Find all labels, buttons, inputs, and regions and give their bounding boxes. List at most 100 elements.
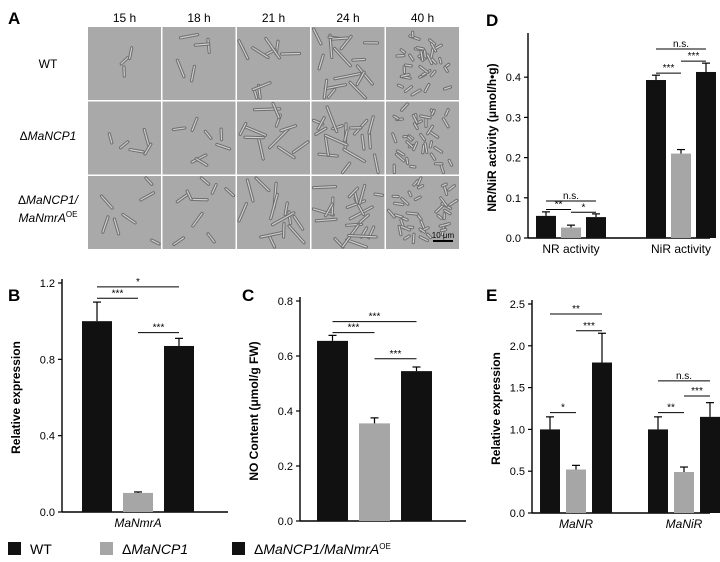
hypha-highlight [406, 212, 418, 215]
bar [696, 71, 716, 238]
significance-label: *** [153, 323, 165, 334]
hypha-highlight [172, 127, 186, 131]
y-tick-label: 0.0 [510, 508, 525, 520]
hypha-highlight [334, 73, 361, 80]
hypha-highlight [225, 188, 235, 197]
hypha-highlight [429, 131, 439, 138]
micrograph-background [162, 27, 236, 100]
x-tick-label: NR activity [542, 242, 599, 256]
legend-label: ΔMaNCP1 [122, 541, 188, 557]
hypha-highlight [408, 135, 414, 140]
hypha-highlight [252, 82, 271, 91]
hypha-highlight [268, 235, 276, 248]
hypha-highlight [387, 209, 395, 218]
hypha-highlight [312, 208, 334, 216]
micrograph-background [162, 176, 236, 249]
hypha-highlight [204, 130, 212, 139]
x-tick-label: MaNiR [666, 517, 703, 531]
y-tick-label: 0.2 [278, 461, 293, 473]
y-tick-label: 0.0 [278, 516, 293, 528]
hypha-highlight [414, 196, 421, 201]
bar [566, 469, 586, 513]
hypha-highlight [444, 209, 451, 215]
hypha-highlight [324, 203, 333, 217]
hypha-highlight [431, 109, 435, 116]
hypha-highlight [448, 185, 455, 191]
panel-label: B [8, 286, 20, 305]
hypha-highlight [128, 47, 133, 60]
hypha-highlight [324, 134, 348, 146]
hypha-highlight [417, 185, 424, 189]
hypha-highlight [194, 43, 210, 46]
time-label: 15 h [113, 11, 136, 25]
bar [674, 472, 694, 513]
hypha-highlight [401, 103, 408, 111]
bar [586, 217, 606, 238]
micrograph-tile [88, 27, 161, 100]
hypha-highlight [346, 239, 367, 248]
hypha-highlight [348, 187, 359, 198]
hypha-highlight [173, 237, 185, 246]
hypha-highlight [119, 141, 129, 149]
significance-label: *** [583, 321, 595, 332]
hypha-highlight [413, 123, 418, 130]
panel-a-micrograph-grid: A 15 h 18 h 21 h 24 h 40 h WT ΔMaNCP1 ΔMaNCP1/Ma… [8, 9, 459, 249]
hypha-highlight [419, 228, 426, 233]
legend-item: WT [8, 541, 52, 557]
hypha-highlight [108, 133, 113, 144]
hypha-highlight [145, 177, 153, 185]
hypha-highlight [411, 89, 421, 96]
hypha-highlight [359, 184, 366, 204]
hypha-highlight [424, 142, 428, 153]
hypha-highlight [260, 232, 283, 238]
hypha-highlight [394, 214, 403, 218]
micrograph-tile [386, 101, 459, 175]
hypha-highlight [326, 106, 338, 133]
legend-label: ΔMaNCP1/MaNmrAOE [254, 541, 391, 557]
panel-label-a: A [8, 9, 20, 28]
micrograph-tile [386, 27, 459, 100]
hypha-highlight [284, 202, 288, 216]
hypha-highlight [368, 116, 374, 134]
hypha-highlight [431, 58, 437, 64]
bar [646, 80, 666, 238]
micrograph-background [88, 176, 161, 249]
hypha-highlight [406, 141, 414, 148]
hypha-highlight [113, 218, 120, 235]
significance-label: n.s. [676, 371, 692, 382]
hypha-highlight [359, 214, 369, 224]
hypha-highlight [430, 153, 436, 160]
hypha-highlight [440, 165, 445, 174]
hypha-highlight [422, 144, 425, 154]
micrograph-background [88, 27, 161, 100]
bar [671, 153, 691, 238]
hypha-highlight [430, 70, 436, 77]
y-tick-label: 0.5 [510, 466, 525, 478]
hypha-highlight [420, 134, 426, 141]
bar [592, 362, 612, 513]
micrograph-background [162, 101, 236, 175]
legend-label: WT [30, 541, 52, 557]
hypha-highlight [443, 186, 448, 196]
hypha-highlight [176, 59, 185, 78]
hypha-highlight [408, 191, 412, 197]
y-tick-label: 0.4 [506, 72, 521, 84]
hypha-highlight [439, 223, 450, 227]
hypha-highlight [400, 49, 406, 53]
legend-item: ΔMaNCP1/MaNmrAOE [232, 541, 391, 557]
row-label: WT [39, 57, 58, 71]
significance-label: *** [688, 51, 700, 62]
hypha-highlight [288, 225, 305, 244]
hypha-highlight [427, 54, 433, 65]
hypha-highlight [406, 157, 409, 165]
bar [317, 340, 348, 521]
significance-label: *** [348, 323, 360, 334]
significance-label: ** [572, 304, 580, 315]
hypha-highlight [426, 233, 432, 239]
significance-label: * [582, 202, 586, 213]
hypha-highlight [207, 233, 215, 243]
significance-label: ** [555, 199, 563, 210]
panel-c-chart: C 0.0 0.2 0.4 0.6 0.8 NO Content (μmol/g FW) **… [242, 286, 466, 528]
bar [82, 321, 112, 512]
significance-label: * [561, 403, 565, 414]
